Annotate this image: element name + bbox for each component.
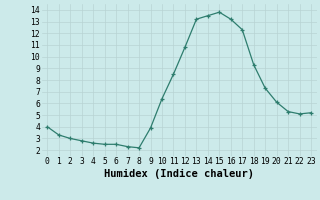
X-axis label: Humidex (Indice chaleur): Humidex (Indice chaleur) [104, 169, 254, 179]
